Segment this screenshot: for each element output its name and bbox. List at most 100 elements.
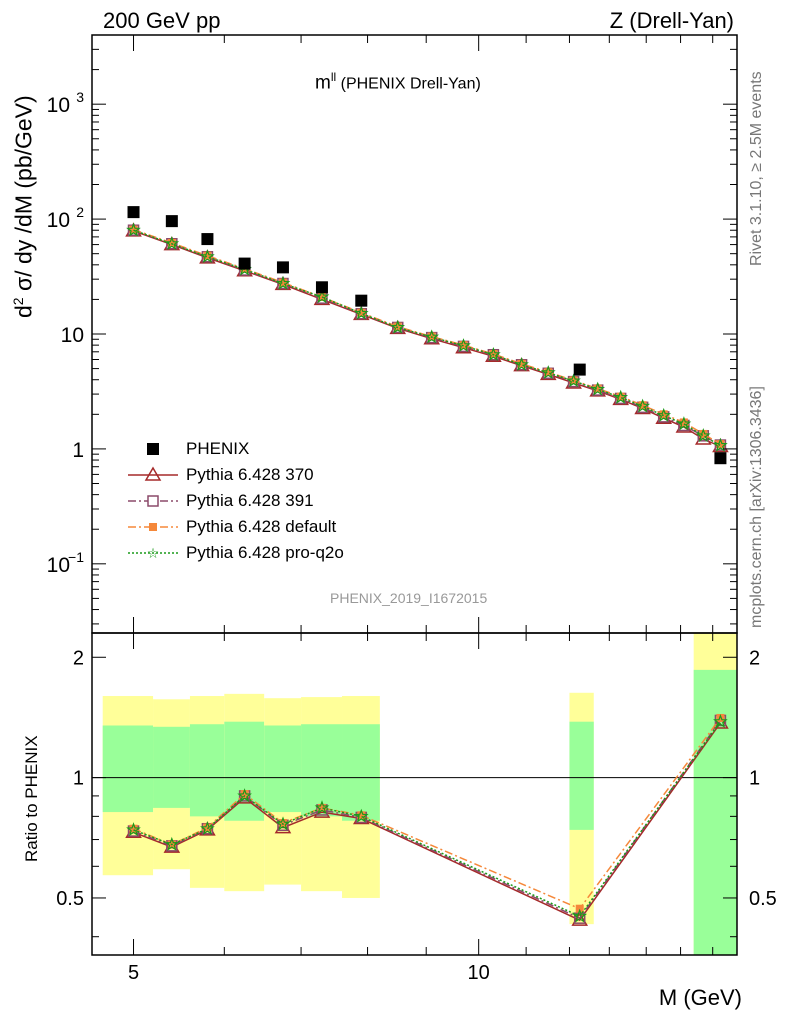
y-axis-label-post: σ/ dy /dM (pb/GeV) bbox=[10, 95, 37, 298]
legend-label: Pythia 6.428 pro-q2o bbox=[186, 543, 344, 562]
main-point-pythia-6-428-pro-q2o bbox=[200, 249, 215, 263]
ratio-point-pythia-6-428-391 bbox=[573, 912, 586, 924]
main-y-tick-label-exponent: −1 bbox=[68, 549, 84, 565]
main-point-pythia-6-428-default bbox=[357, 308, 366, 317]
y-axis-label-sup: 2 bbox=[10, 297, 26, 306]
main-series-layer bbox=[125, 206, 729, 465]
ratio-point-pythia-6-428-default bbox=[716, 713, 725, 722]
ratio-point-pythia-6-428-default bbox=[129, 824, 138, 833]
main-point-phenix bbox=[573, 363, 586, 376]
legend-item-proq2o: ☆ Pythia 6.428 pro-q2o bbox=[128, 540, 344, 566]
main-point-phenix bbox=[238, 257, 251, 270]
main-line-pythia-6-428-default bbox=[133, 228, 721, 445]
stat-uncertainty-band bbox=[189, 724, 225, 817]
main-point-pythia-6-428-default bbox=[278, 278, 287, 287]
legend-label: PHENIX bbox=[186, 439, 250, 458]
main-point-pythia-6-428-default bbox=[659, 410, 668, 419]
main-point-pythia-6-428-pro-q2o bbox=[566, 373, 581, 388]
main-point-pythia-6-428-default bbox=[167, 238, 176, 247]
main-point-pythia-6-428-pro-q2o bbox=[314, 289, 330, 304]
main-point-pythia-6-428-pro-q2o bbox=[590, 381, 606, 396]
main-point-pythia-6-428-pro-q2o bbox=[695, 428, 711, 443]
main-y-tick-label: 10 bbox=[61, 324, 84, 347]
ratio-y-tick-label: 1 bbox=[73, 768, 84, 790]
main-y-tick-label: 10 bbox=[47, 554, 70, 577]
main-point-pythia-6-428-pro-q2o bbox=[424, 329, 440, 344]
main-y-tick-label: 10 bbox=[47, 209, 70, 232]
ratio-line-pythia-6-428-370 bbox=[133, 722, 722, 922]
main-point-pythia-6-428-default bbox=[393, 322, 402, 331]
ratio-y-tick-label: 0.5 bbox=[56, 888, 84, 910]
analysis-watermark: PHENIX_2019_I1672015 bbox=[330, 590, 488, 606]
main-point-phenix bbox=[165, 215, 178, 228]
main-point-phenix bbox=[355, 294, 368, 307]
legend-item-phenix: PHENIX bbox=[128, 436, 344, 462]
ratio-point-pythia-6-428-pro-q2o bbox=[237, 788, 252, 803]
x-axis-label: M (GeV) bbox=[658, 985, 742, 1010]
ratio-point-pythia-6-428-pro-q2o bbox=[713, 713, 728, 728]
legend-label: Pythia 6.428 370 bbox=[186, 465, 314, 484]
chart-title: mll (PHENIX Drell-Yan) bbox=[315, 70, 481, 94]
ratio-point-pythia-6-428-pro-q2o bbox=[200, 820, 215, 836]
legend-marker-default bbox=[128, 523, 178, 531]
legend-marker-phenix bbox=[147, 443, 159, 455]
main-y-tick-label-exponent: 3 bbox=[76, 89, 84, 105]
ratio-point-pythia-6-428-pro-q2o bbox=[126, 822, 141, 837]
ratio-point-pythia-6-428-pro-q2o bbox=[164, 836, 180, 851]
main-point-pythia-6-428-pro-q2o bbox=[353, 305, 369, 320]
main-point-pythia-6-428-pro-q2o bbox=[635, 398, 651, 413]
main-point-pythia-6-428-default bbox=[699, 429, 708, 438]
main-point-pythia-6-428-default bbox=[544, 368, 553, 377]
chart-title-main: m bbox=[315, 72, 331, 94]
ratio-point-pythia-6-428-pro-q2o bbox=[275, 816, 291, 831]
main-y-tick-label: 1 bbox=[72, 439, 84, 462]
ratio-point-pythia-6-428-default bbox=[357, 811, 366, 820]
main-point-pythia-6-428-default bbox=[317, 292, 326, 301]
y-axis-label-ratio: Ratio to PHENIX bbox=[22, 735, 41, 862]
main-point-pythia-6-428-default bbox=[616, 392, 625, 401]
main-point-phenix bbox=[714, 452, 727, 465]
svg-text:☆: ☆ bbox=[147, 545, 160, 561]
ratio-line-pythia-6-428-pro-q2o bbox=[133, 721, 722, 918]
y-axis-label-pre: d bbox=[10, 305, 37, 318]
main-line-pythia-6-428-pro-q2o bbox=[133, 229, 721, 447]
main-point-phenix bbox=[276, 261, 289, 274]
main-point-pythia-6-428-default bbox=[716, 440, 725, 449]
main-point-pythia-6-428-pro-q2o bbox=[390, 319, 406, 334]
x-tick-label: 5 bbox=[128, 962, 139, 984]
chart-title-sup: ll bbox=[330, 70, 337, 84]
main-y-tick-label: 10 bbox=[47, 94, 70, 117]
main-line-pythia-6-428-391 bbox=[133, 229, 721, 446]
ratio-point-pythia-6-428-default bbox=[317, 803, 326, 812]
legend-label: Pythia 6.428 391 bbox=[186, 491, 314, 510]
main-point-pythia-6-428-pro-q2o bbox=[713, 437, 728, 452]
legend-marker-391 bbox=[128, 495, 178, 507]
legend-item-391: Pythia 6.428 391 bbox=[128, 488, 344, 514]
main-point-pythia-6-428-pro-q2o bbox=[275, 275, 291, 290]
rivet-version-label: Rivet 3.1.10, ≥ 2.5M events bbox=[748, 71, 765, 266]
main-point-pythia-6-428-pro-q2o bbox=[613, 389, 629, 404]
main-point-phenix bbox=[127, 206, 140, 219]
header-left: 200 GeV pp bbox=[103, 8, 221, 33]
stat-uncertainty-band bbox=[569, 721, 594, 830]
ratio-point-pythia-6-428-default bbox=[240, 789, 249, 798]
main-point-pythia-6-428-default bbox=[517, 359, 526, 368]
main-point-pythia-6-428-default bbox=[203, 251, 212, 260]
stat-uncertainty-band bbox=[301, 724, 343, 817]
ratio-y-tick-label: 2 bbox=[73, 647, 84, 669]
ratio-point-pythia-6-428-default bbox=[203, 823, 212, 832]
mcplots-label: mcplots.cern.ch [arXiv:1306.3436] bbox=[748, 386, 765, 628]
legend-marker-370 bbox=[128, 466, 178, 481]
x-tick-label: 10 bbox=[468, 962, 490, 984]
main-point-phenix bbox=[315, 281, 328, 294]
stat-uncertainty-band bbox=[153, 726, 190, 808]
ratio-series-layer bbox=[125, 713, 729, 926]
chart-title-rest: (PHENIX Drell-Yan) bbox=[336, 75, 481, 93]
main-point-pythia-6-428-pro-q2o bbox=[164, 236, 180, 250]
legend: PHENIX Pythia 6.428 370 Pythia 6.428 391… bbox=[128, 436, 344, 566]
y-axis-label-main: d2 σ/ dy /dM (pb/GeV) bbox=[10, 95, 38, 318]
legend-label: Pythia 6.428 default bbox=[186, 517, 337, 536]
main-point-pythia-6-428-pro-q2o bbox=[514, 357, 529, 371]
